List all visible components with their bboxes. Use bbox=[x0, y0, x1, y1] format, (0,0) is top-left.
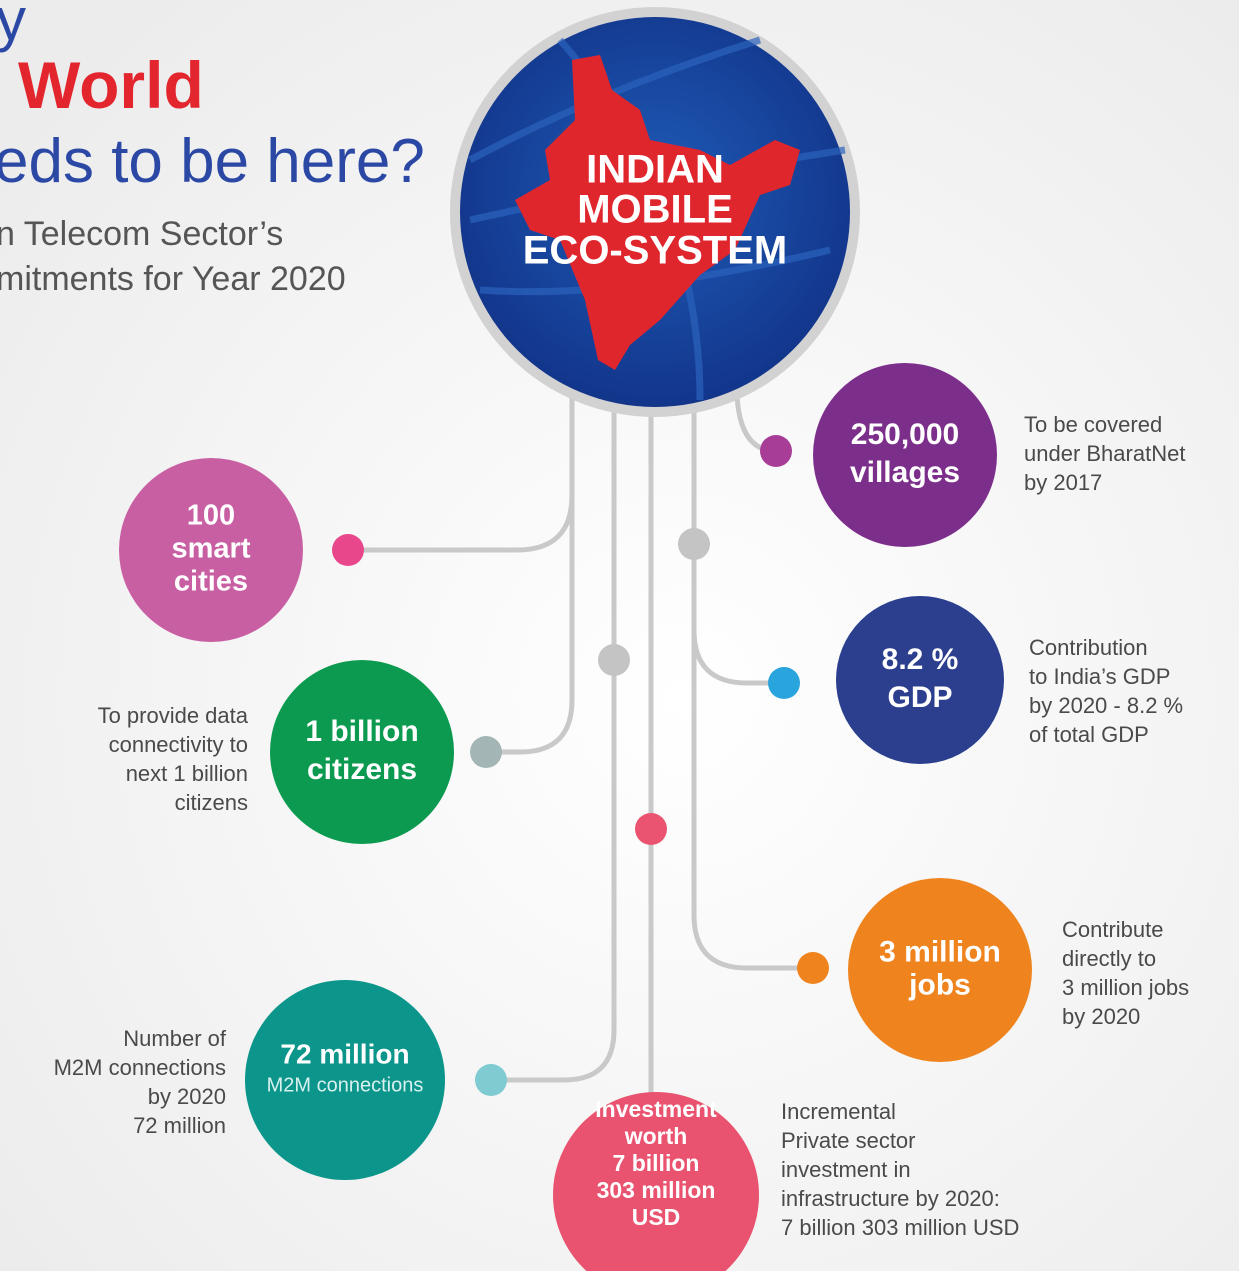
node-dot bbox=[768, 667, 800, 699]
subtitle-line: n Telecom Sector’s bbox=[0, 215, 283, 253]
node-circle bbox=[813, 363, 997, 547]
node-description: connectivity to bbox=[109, 732, 248, 757]
node-description: Incremental bbox=[781, 1099, 896, 1124]
node-label: smart bbox=[172, 533, 251, 565]
title-line: eds to be here? bbox=[0, 127, 425, 196]
connector bbox=[491, 405, 617, 1083]
node-dot bbox=[475, 1064, 507, 1096]
connector bbox=[486, 495, 575, 755]
title-line: y bbox=[0, 0, 26, 53]
subtitle-line: mitments for Year 2020 bbox=[0, 260, 346, 298]
node-label: 7 billion bbox=[613, 1150, 700, 1176]
hub-text: ECO-SYSTEM bbox=[523, 229, 787, 273]
node-description: citizens bbox=[175, 790, 248, 815]
node-circle bbox=[270, 660, 454, 844]
node-label: 1 billion bbox=[305, 715, 418, 748]
header: y World eds to be here? n Telecom Sector… bbox=[0, 0, 425, 298]
node-label: 250,000 bbox=[851, 418, 959, 451]
node-label: cities bbox=[174, 566, 248, 598]
node-label: 303 million bbox=[597, 1177, 716, 1203]
node-label: citizens bbox=[307, 753, 417, 786]
node-label: GDP bbox=[887, 681, 952, 714]
node-label: 100 bbox=[187, 500, 235, 532]
node-description: Number of bbox=[123, 1026, 227, 1051]
node-description: 7 billion 303 million USD bbox=[781, 1215, 1019, 1240]
title-line: World bbox=[18, 48, 204, 122]
connector-dot bbox=[678, 528, 710, 560]
node-description: next 1 billion bbox=[126, 761, 248, 786]
node-description: under BharatNet bbox=[1024, 441, 1185, 466]
node-description: 3 million jobs bbox=[1062, 975, 1189, 1000]
node-label: 3 million bbox=[879, 935, 1001, 968]
node-description: to India’s GDP bbox=[1029, 664, 1170, 689]
center-hub: INDIAN MOBILE ECO-SYSTEM bbox=[450, 7, 860, 417]
node-description: Private sector bbox=[781, 1128, 916, 1153]
node-description: Contribution bbox=[1029, 635, 1148, 660]
node-description: by 2020 - 8.2 % bbox=[1029, 693, 1183, 718]
connector-dot bbox=[598, 644, 630, 676]
node-description: 72 million bbox=[133, 1113, 226, 1138]
node-dot bbox=[470, 736, 502, 768]
node-dot bbox=[797, 952, 829, 984]
node-description: of total GDP bbox=[1029, 722, 1149, 747]
node-circle bbox=[553, 1092, 759, 1271]
node-label: 72 million bbox=[280, 1038, 409, 1069]
node-description: directly to bbox=[1062, 946, 1156, 971]
node-label: 8.2 % bbox=[882, 643, 959, 676]
node-label: jobs bbox=[908, 968, 971, 1001]
node-sublabel: M2M connections bbox=[267, 1074, 424, 1096]
node-description: infrastructure by 2020: bbox=[781, 1186, 1000, 1211]
node-description: To provide data bbox=[98, 703, 249, 728]
node-description: M2M connections bbox=[54, 1055, 226, 1080]
node-label: USD bbox=[632, 1204, 681, 1230]
node-label: Investment bbox=[595, 1096, 717, 1122]
node-circle bbox=[245, 980, 445, 1180]
india-map bbox=[515, 55, 800, 370]
node-circle bbox=[836, 596, 1004, 764]
node-label: villages bbox=[850, 456, 960, 489]
node-description: by 2020 bbox=[148, 1084, 226, 1109]
node-description: Contribute bbox=[1062, 917, 1164, 942]
node-dot bbox=[332, 534, 364, 566]
connector bbox=[691, 630, 813, 971]
node-circle bbox=[119, 458, 303, 642]
node-dot bbox=[635, 813, 667, 845]
node-circle bbox=[848, 878, 1032, 1062]
node-description: investment in bbox=[781, 1157, 911, 1182]
node-dot bbox=[760, 435, 792, 467]
hub-text: MOBILE bbox=[577, 188, 733, 232]
node-label: worth bbox=[624, 1123, 688, 1149]
node-description: by 2020 bbox=[1062, 1004, 1140, 1029]
connectors bbox=[348, 394, 813, 1095]
hub-text: INDIAN bbox=[586, 148, 724, 192]
node-description: To be covered bbox=[1024, 412, 1162, 437]
node-description: by 2017 bbox=[1024, 470, 1102, 495]
